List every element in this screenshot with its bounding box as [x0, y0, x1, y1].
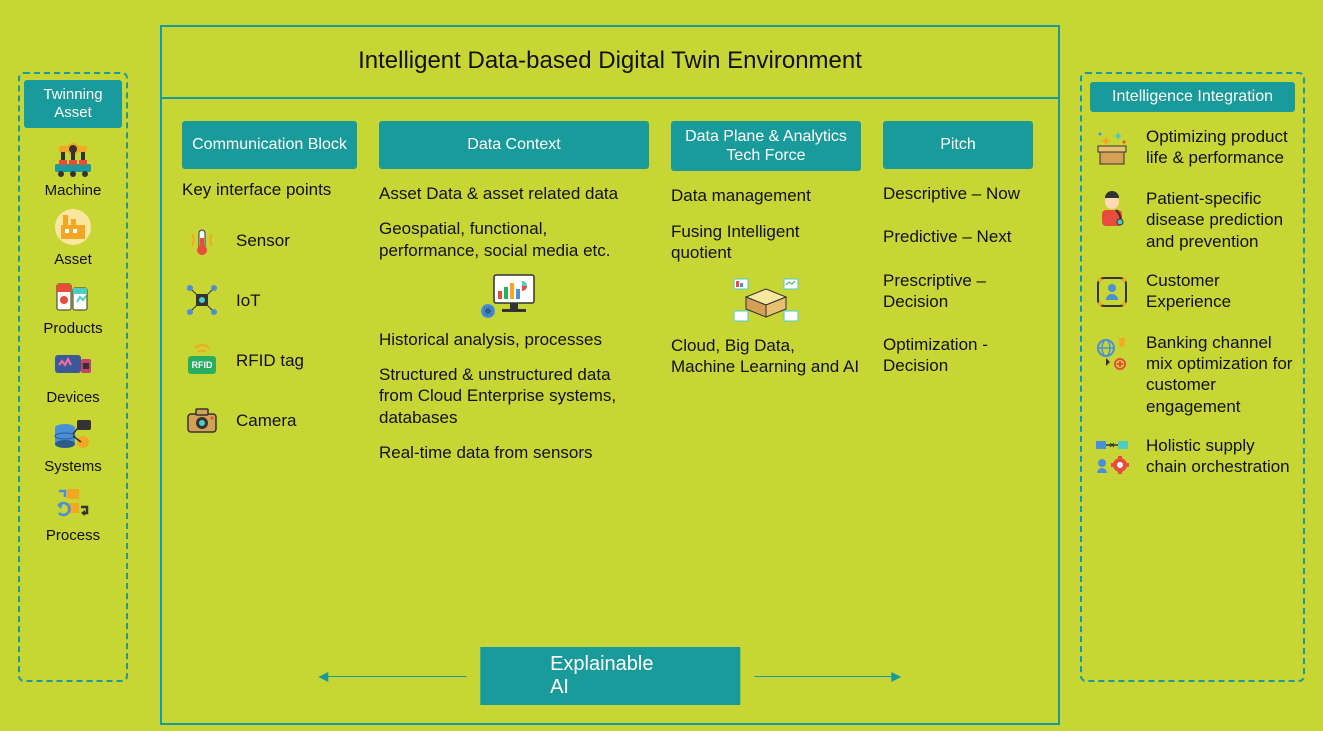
process-icon	[49, 481, 97, 525]
data-context-column: Data Context Asset Data & asset related …	[379, 121, 649, 463]
communication-block-column: Communication Block Key interface points…	[182, 121, 357, 463]
integration-item: Holistic supply chain orchestration	[1090, 435, 1295, 479]
twinning-asset-header: Twinning Asset	[24, 80, 122, 128]
devices-icon	[49, 343, 97, 387]
arrow-left-icon	[324, 676, 466, 677]
context-header: Data Context	[379, 121, 649, 169]
context-item: Structured & unstructured data from Clou…	[379, 364, 649, 428]
integration-label: Customer Experience	[1146, 270, 1295, 313]
comm-header: Communication Block	[182, 121, 357, 169]
comm-label: Camera	[236, 410, 296, 431]
integration-label: Optimizing product life & performance	[1146, 126, 1295, 169]
integration-item: Patient-specific disease prediction and …	[1090, 188, 1295, 252]
analytics-icon	[379, 267, 649, 323]
pitch-item: Descriptive – Now	[883, 183, 1033, 204]
columns-row: Communication Block Key interface points…	[162, 99, 1058, 463]
comm-item-iot: IoT	[182, 280, 357, 320]
customer-icon	[1090, 270, 1134, 314]
pitch-column: Pitch Descriptive – Now Predictive – Nex…	[883, 121, 1033, 463]
cube-icon	[671, 269, 861, 329]
main-panel: Intelligent Data-based Digital Twin Envi…	[160, 25, 1060, 725]
svg-text:RFID: RFID	[192, 360, 213, 370]
comm-subtitle: Key interface points	[182, 179, 357, 200]
asset-label: Process	[46, 527, 100, 544]
context-item: Geospatial, functional, performance, soc…	[379, 218, 649, 261]
sparkle-box-icon	[1090, 126, 1134, 170]
iot-icon	[182, 280, 222, 320]
asset-label: Products	[43, 320, 102, 337]
integration-label: Banking channel mix optimization for cus…	[1146, 332, 1295, 417]
asset-item-products: Products	[24, 274, 122, 337]
asset-label: Asset	[54, 251, 92, 268]
integration-item: Customer Experience	[1090, 270, 1295, 314]
comm-item-sensor: Sensor	[182, 220, 357, 260]
products-icon	[49, 274, 97, 318]
comm-label: RFID tag	[236, 350, 304, 371]
systems-icon	[49, 412, 97, 456]
camera-icon	[182, 400, 222, 440]
pitch-item: Optimization - Decision	[883, 334, 1033, 377]
asset-label: Devices	[46, 389, 99, 406]
comm-item-camera: Camera	[182, 400, 357, 440]
plane-item: Data management	[671, 185, 861, 206]
asset-item-devices: Devices	[24, 343, 122, 406]
twinning-asset-panel: Twinning Asset Machine Asset	[18, 72, 128, 682]
integration-item: Optimizing product life & performance	[1090, 126, 1295, 170]
integration-label: Patient-specific disease prediction and …	[1146, 188, 1295, 252]
plane-item: Cloud, Big Data, Machine Learning and AI	[671, 335, 861, 378]
pitch-item: Prescriptive – Decision	[883, 270, 1033, 313]
context-item: Historical analysis, processes	[379, 329, 649, 350]
comm-label: Sensor	[236, 230, 290, 251]
comm-item-rfid: RFID RFID tag	[182, 340, 357, 380]
intelligence-integration-panel: Intelligence Integration Optimizing prod…	[1080, 72, 1305, 682]
machine-icon	[49, 136, 97, 180]
asset-item-process: Process	[24, 481, 122, 544]
supply-icon	[1090, 435, 1134, 479]
context-item: Real-time data from sensors	[379, 442, 649, 463]
asset-label: Systems	[44, 458, 102, 475]
context-item: Asset Data & asset related data	[379, 183, 649, 204]
rfid-icon: RFID	[182, 340, 222, 380]
doctor-icon	[1090, 188, 1134, 232]
sensor-icon	[182, 220, 222, 260]
footer-bar: Explainable AI	[324, 647, 895, 705]
plane-item: Fusing Intelligent quotient	[671, 221, 861, 264]
asset-item-machine: Machine	[24, 136, 122, 199]
asset-label: Machine	[45, 182, 102, 199]
pitch-header: Pitch	[883, 121, 1033, 169]
integration-item: Banking channel mix optimization for cus…	[1090, 332, 1295, 417]
asset-item-asset: Asset	[24, 205, 122, 268]
integration-header: Intelligence Integration	[1090, 82, 1295, 112]
footer-label: Explainable AI	[480, 647, 740, 705]
arrow-right-icon	[754, 676, 896, 677]
plane-header: Data Plane & Analytics Tech Force	[671, 121, 861, 171]
banking-icon	[1090, 332, 1134, 376]
factory-icon	[49, 205, 97, 249]
comm-label: IoT	[236, 290, 261, 311]
pitch-item: Predictive – Next	[883, 226, 1033, 247]
main-title: Intelligent Data-based Digital Twin Envi…	[162, 27, 1058, 99]
integration-label: Holistic supply chain orchestration	[1146, 435, 1295, 478]
asset-item-systems: Systems	[24, 412, 122, 475]
data-plane-column: Data Plane & Analytics Tech Force Data m…	[671, 121, 861, 463]
